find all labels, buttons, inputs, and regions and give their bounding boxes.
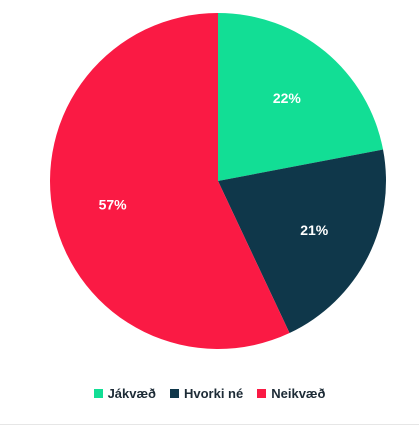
pie-slice-label-positive: 22% <box>273 90 302 106</box>
pie-slice-label-negative: 57% <box>99 197 128 213</box>
pie-slice-label-neutral: 21% <box>300 222 329 238</box>
legend-item-positive[interactable]: Jákvæð <box>93 385 156 401</box>
legend: Jákvæð Hvorki né Neikvæð <box>0 383 419 403</box>
pie-slice-neutral[interactable] <box>218 149 387 334</box>
pie-slice-negative[interactable] <box>50 13 290 349</box>
legend-item-negative[interactable]: Neikvæð <box>257 386 325 401</box>
legend-label-positive: Jákvæð <box>107 385 156 401</box>
legend-label-neutral: Hvorki né <box>183 385 244 401</box>
legend-swatch-negative <box>257 388 267 398</box>
legend-item-neutral[interactable]: Hvorki né <box>169 385 244 401</box>
legend-swatch-positive <box>93 388 103 398</box>
pie-slice-positive[interactable] <box>218 13 384 181</box>
bottom-divider <box>0 424 419 425</box>
pie-slice-labels: 22% 21% 57% <box>99 90 329 238</box>
legend-label-negative: Neikvæð <box>271 385 326 401</box>
pie-slices <box>50 13 387 349</box>
legend-swatch-neutral <box>169 388 179 398</box>
pie-chart-plot: 22% 21% 57% <box>50 13 387 349</box>
